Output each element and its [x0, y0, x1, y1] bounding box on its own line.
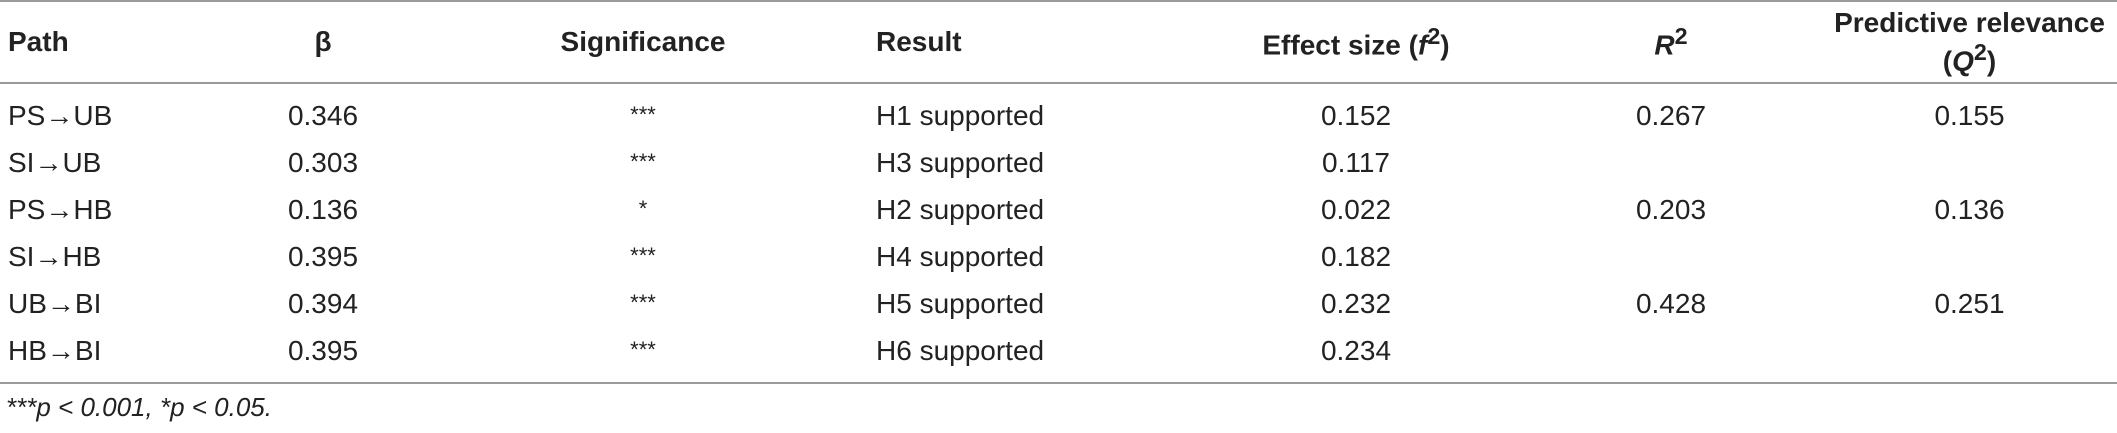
significance-stars: *** — [630, 289, 656, 315]
header-q2: Predictive relevance (Q2) — [1806, 1, 2117, 83]
header-effect-size: Effect size (f2) — [1176, 1, 1536, 83]
header-q2-prefix: Predictive relevance ( — [1834, 6, 2105, 77]
cell-result: H2 supported — [876, 193, 1045, 225]
header-r2-var: R — [1654, 29, 1675, 61]
cell-path: HB→BI — [8, 334, 102, 366]
header-r2-sup: 2 — [1674, 22, 1688, 49]
cell-significance: * — [418, 186, 868, 233]
table-row: HB→BI 0.395 *** H6 supported 0.234 — [0, 327, 2117, 383]
cell-r2 — [1536, 233, 1806, 280]
header-result: Result — [876, 26, 962, 57]
header-q2-var: Q — [1952, 45, 1974, 77]
cell-path: PS→HB — [8, 193, 113, 225]
cell-q2: 0.155 — [1934, 99, 2005, 131]
header-r2: R2 — [1536, 1, 1806, 83]
header-q2-sup: 2 — [1973, 38, 1987, 65]
cell-significance: *** — [418, 83, 868, 139]
cell-effect-size: 0.152 — [1320, 99, 1392, 131]
cell-q2 — [1806, 139, 2117, 186]
header-effect-size-prefix: Effect size ( — [1262, 29, 1418, 61]
cell-significance: *** — [418, 280, 868, 327]
header-effect-size-var: f — [1417, 29, 1428, 61]
table-row: SI→UB 0.303 *** H3 supported 0.117 — [0, 139, 2117, 186]
cell-beta: 0.136 — [287, 193, 359, 225]
cell-beta: 0.346 — [287, 99, 359, 131]
header-path: Path — [8, 26, 69, 57]
cell-significance: *** — [418, 327, 868, 383]
cell-r2: 0.428 — [1635, 287, 1707, 319]
header-q2-suffix: ) — [1986, 45, 1997, 77]
cell-beta: 0.394 — [287, 287, 359, 319]
significance-stars: * — [638, 195, 648, 221]
table-row: PS→HB 0.136 * H2 supported 0.022 0.203 0… — [0, 186, 2117, 233]
cell-r2 — [1536, 327, 1806, 383]
cell-result: H3 supported — [876, 146, 1045, 178]
cell-effect-size: 0.182 — [1320, 240, 1392, 272]
cell-effect-size: 0.022 — [1320, 193, 1392, 225]
cell-path: UB→BI — [8, 287, 102, 319]
table-row: SI→HB 0.395 *** H4 supported 0.182 — [0, 233, 2117, 280]
cell-r2: 0.267 — [1635, 99, 1707, 131]
cell-r2: 0.203 — [1635, 193, 1707, 225]
path-results-table: Path β Significance Result Effect size (… — [0, 1, 2117, 383]
header-effect-size-suffix: ) — [1440, 29, 1450, 61]
cell-significance: *** — [418, 139, 868, 186]
cell-significance: *** — [418, 233, 868, 280]
cell-q2 — [1806, 233, 2117, 280]
cell-q2: 0.136 — [1934, 193, 2005, 225]
table-row: UB→BI 0.394 *** H5 supported 0.232 0.428… — [0, 280, 2117, 327]
significance-stars: *** — [630, 101, 656, 127]
cell-effect-size: 0.117 — [1322, 146, 1390, 178]
cell-path: SI→HB — [8, 240, 102, 272]
cell-beta: 0.395 — [287, 240, 359, 272]
significance-stars: *** — [630, 336, 656, 362]
table-row: PS→UB 0.346 *** H1 supported 0.152 0.267… — [0, 83, 2117, 139]
cell-q2: 0.251 — [1934, 287, 2005, 319]
cell-path: PS→UB — [8, 99, 113, 131]
cell-beta: 0.395 — [287, 334, 359, 366]
results-table-container: Path β Significance Result Effect size (… — [0, 1, 2117, 383]
significance-stars: *** — [630, 242, 656, 268]
table-footnote: ***p < 0.001, *p < 0.05. — [6, 392, 272, 422]
header-row: Path β Significance Result Effect size (… — [0, 1, 2117, 83]
cell-result: H4 supported — [876, 240, 1045, 272]
cell-r2 — [1536, 139, 1806, 186]
header-effect-size-sup: 2 — [1427, 22, 1441, 49]
cell-beta: 0.303 — [287, 146, 359, 178]
cell-effect-size: 0.232 — [1320, 287, 1392, 319]
cell-q2 — [1806, 327, 2117, 383]
cell-result: H6 supported — [876, 334, 1045, 366]
cell-result: H5 supported — [876, 287, 1045, 319]
significance-stars: *** — [630, 148, 656, 174]
header-beta: β — [314, 26, 332, 57]
cell-effect-size: 0.234 — [1320, 334, 1392, 366]
header-significance: Significance — [560, 26, 726, 57]
cell-path: SI→UB — [8, 146, 102, 178]
cell-result: H1 supported — [876, 99, 1045, 131]
